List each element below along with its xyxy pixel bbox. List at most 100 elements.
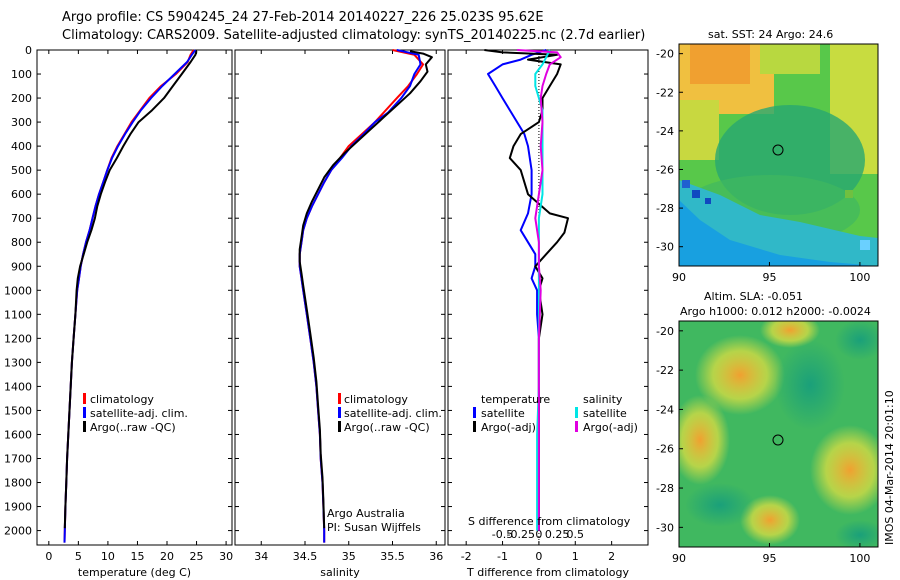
- xtick-label: -1: [497, 550, 508, 563]
- sla-argo-marker: [772, 434, 784, 446]
- ytick-label: 600: [11, 188, 32, 201]
- series-temperature-argo-adj-: [484, 49, 569, 531]
- sst-map: sat. SST: 24 Argo: 24.6 -20 -22 -24 -26 -28 -…: [656, 28, 879, 284]
- ytick-label: 1700: [4, 452, 32, 465]
- xtick-label: 35.5: [380, 550, 405, 563]
- legend-swatch-t-argo: [473, 421, 476, 432]
- xtick-label: 2: [608, 550, 615, 563]
- legend-swatch-s-argo: [575, 421, 578, 432]
- legend-swatch-s-sat: [575, 407, 578, 418]
- xtick-label: 35: [342, 550, 356, 563]
- xtick-s-label: -0.5: [492, 528, 513, 541]
- legend-temperature: climatology satellite-adj. clim. Argo(..…: [83, 393, 188, 434]
- xtick-label: 15: [130, 550, 144, 563]
- x-axis-label: T difference from climatology: [466, 566, 629, 579]
- map-xtick-label: 90: [672, 552, 686, 565]
- legend-header-salinity: salinity: [583, 393, 623, 406]
- figure-title-line1: Argo profile: CS 5904245_24 27-Feb-2014 …: [62, 10, 544, 25]
- ytick-label: 200: [11, 92, 32, 105]
- legend-salinity: climatology satellite-adj. clim. Argo(..…: [327, 393, 442, 534]
- legend-swatch-argo: [83, 421, 86, 432]
- ytick-label: 1600: [4, 428, 32, 441]
- xtick-label: -2: [461, 550, 472, 563]
- map-ytick-label: -28: [656, 202, 674, 215]
- chart-difference: -2 -1 0 1 2 -0.5-0.25 0 0.250.5 T difference fro…: [447, 49, 649, 579]
- legend-label-t-sat: satellite: [481, 407, 525, 420]
- legend-swatch-sat: [338, 407, 341, 418]
- legend-swatch-clim: [338, 393, 341, 404]
- xtick-label: 0: [45, 550, 52, 563]
- sst-map-title: sat. SST: 24 Argo: 24.6: [708, 28, 833, 41]
- chart-salinity: 34 34.5 35 35.5 36 salinity: [234, 49, 446, 579]
- xtick-label: 0: [535, 550, 542, 563]
- plot-frame: [234, 49, 446, 546]
- legend-label-t-argo: Argo(-adj): [481, 421, 536, 434]
- map-xtick-label: 95: [762, 271, 776, 284]
- legend-label-sat: satellite-adj. clim.: [344, 407, 442, 420]
- plot-frame: [447, 49, 649, 546]
- map-ytick-label: -22: [656, 86, 674, 99]
- sla-map-image: [679, 321, 878, 547]
- ytick-label: 900: [11, 260, 32, 273]
- map-xtick-label: 100: [849, 271, 870, 284]
- xtick-label: 34.5: [293, 550, 318, 563]
- map-ytick-label: -28: [656, 482, 674, 495]
- ytick-label: 500: [11, 164, 32, 177]
- xtick-label: 5: [75, 550, 82, 563]
- ytick-label: 1100: [4, 308, 32, 321]
- ytick-label: 400: [11, 140, 32, 153]
- sla-map-title1: Altim. SLA: -0.051: [704, 290, 803, 303]
- map-xtick-label: 95: [762, 552, 776, 565]
- xtick-s-label: 0.5: [567, 528, 585, 541]
- sla-map: Altim. SLA: -0.051 Argo h1000: 0.012 h20…: [656, 290, 879, 565]
- xtick-s-label: 0.25: [545, 528, 570, 541]
- map-ytick-label: -20: [656, 325, 674, 338]
- ytick-label: 300: [11, 116, 32, 129]
- legend-label-s-argo: Argo(-adj): [583, 421, 638, 434]
- map-ytick-label: -30: [656, 241, 674, 254]
- legend-swatch-t-sat: [473, 407, 476, 418]
- ytick-label: 1300: [4, 356, 32, 369]
- ytick-label: 1400: [4, 380, 32, 393]
- ytick-label: 1000: [4, 284, 32, 297]
- xtick-s-label: 0: [535, 528, 542, 541]
- legend-label-s-sat: satellite: [583, 407, 627, 420]
- legend-swatch-argo: [338, 421, 341, 432]
- legend-label-clim: climatology: [344, 393, 408, 406]
- ytick-label: 2000: [4, 525, 32, 538]
- map-ytick-label: -24: [656, 125, 674, 138]
- legend-swatch-sat: [83, 407, 86, 418]
- xtick-label: 30: [219, 550, 233, 563]
- xtick-label: 36: [429, 550, 443, 563]
- xtick-label: 25: [190, 550, 204, 563]
- watermark: IMOS 04-Mar-2014 20:01:10: [883, 390, 896, 545]
- xtick-label: 1: [572, 550, 579, 563]
- series-argo-raw-qc-: [63, 50, 198, 529]
- ytick-label: 1200: [4, 332, 32, 345]
- map-ytick-label: -30: [656, 521, 674, 534]
- ytick-label: 1900: [4, 501, 32, 514]
- legend-swatch-clim: [83, 393, 86, 404]
- legend-label-sat: satellite-adj. clim.: [90, 407, 188, 420]
- map-ytick-label: -26: [656, 163, 674, 176]
- series-argo-raw-qc-: [298, 50, 433, 529]
- map-ytick-label: -26: [656, 443, 674, 456]
- x-axis-label: salinity: [320, 566, 360, 579]
- ytick-label: 100: [11, 68, 32, 81]
- xlabel-s-difference: S difference from climatology: [468, 515, 631, 528]
- ytick-label: 700: [11, 212, 32, 225]
- x-axis-label: temperature (deg C): [78, 566, 191, 579]
- xtick-label: 10: [101, 550, 115, 563]
- plot-frame: [36, 49, 233, 546]
- legend-label-clim: climatology: [90, 393, 154, 406]
- map-xtick-label: 100: [849, 552, 870, 565]
- series-salinity-argo-adj-: [517, 49, 562, 531]
- figure-title-line2: Climatology: CARS2009. Satellite-adjuste…: [62, 28, 646, 43]
- ytick-label: 800: [11, 236, 32, 249]
- ytick-label: 1500: [4, 404, 32, 417]
- chart-temperature: 0 100 200 300 400 500 600 700 800 900 1000 1100 1200…: [4, 44, 233, 579]
- legend-header-temperature: temperature: [481, 393, 550, 406]
- credit-line1: Argo Australia: [327, 507, 405, 520]
- legend-label-argo: Argo(..raw -QC): [344, 421, 430, 434]
